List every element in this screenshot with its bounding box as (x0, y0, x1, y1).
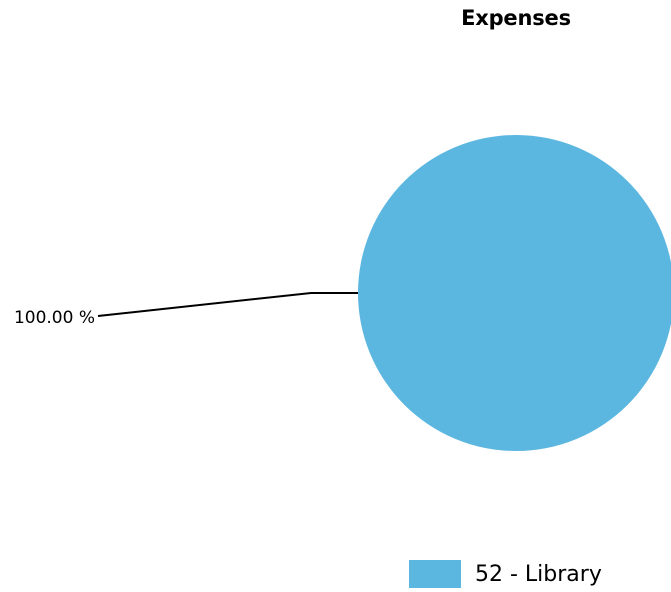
legend-swatch (409, 560, 461, 588)
pie-slice (358, 135, 671, 451)
legend-label: 52 - Library (475, 561, 602, 587)
chart-title: Expenses (461, 6, 571, 30)
data-label: 100.00 % (14, 308, 95, 328)
legend: 52 - Library (409, 560, 602, 588)
leader-line (97, 292, 358, 317)
